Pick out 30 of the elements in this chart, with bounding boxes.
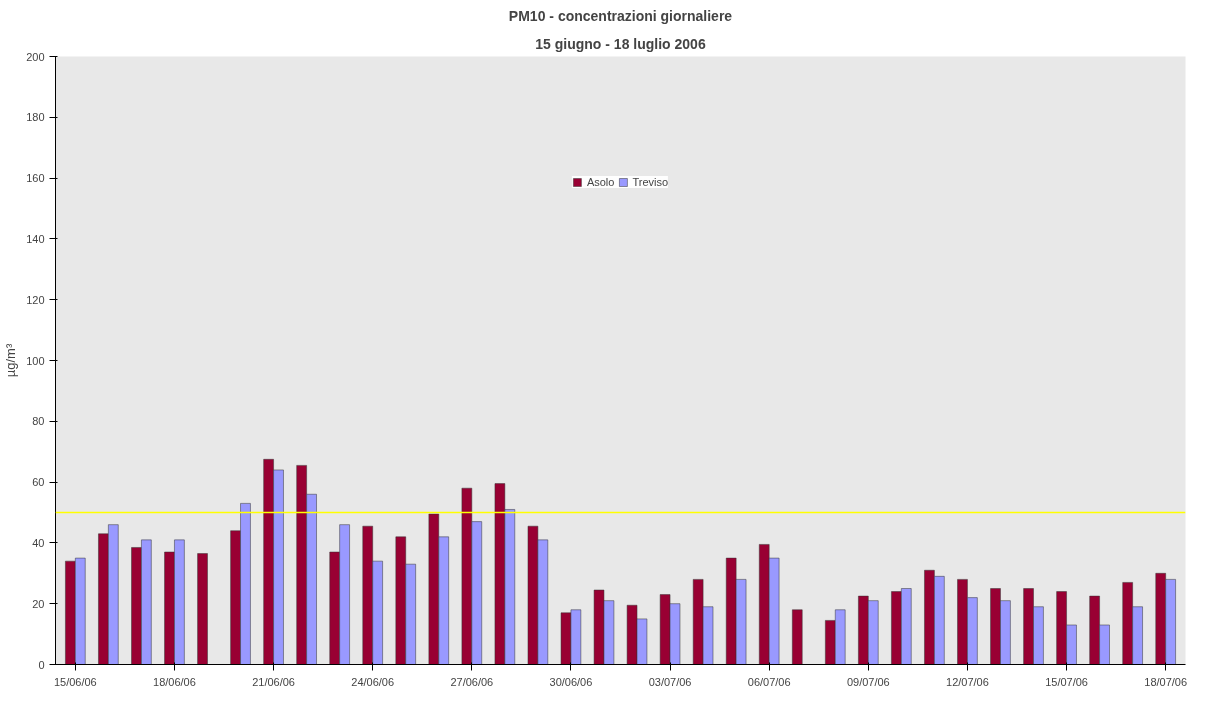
y-tick-label: 200 — [26, 50, 45, 63]
x-tick-label: 24/06/06 — [351, 675, 395, 688]
legend-label: Asolo — [586, 176, 615, 188]
y-tick-label: 0 — [38, 658, 45, 671]
x-tick-label: 15/07/06 — [1045, 675, 1088, 688]
x-tick-label: 27/06/06 — [450, 675, 494, 688]
x-tick-label: 03/07/06 — [648, 675, 692, 688]
x-tick-label: 12/07/06 — [946, 675, 989, 688]
y-tick-label: 20 — [32, 597, 45, 610]
y-tick-label: 120 — [26, 293, 45, 306]
chart-title: PM10 - concentrazioni giornaliere — [508, 7, 733, 24]
y-tick-label: 60 — [32, 476, 45, 489]
y-axis-title: µg/m³ — [3, 343, 19, 378]
x-tick-label: 18/06/06 — [153, 675, 196, 688]
legend-label: Treviso — [632, 176, 669, 188]
bar — [197, 553, 208, 665]
chart-subtitle: 15 giugno - 18 luglio 2006 — [535, 35, 706, 52]
x-tick-label: 06/07/06 — [747, 675, 791, 688]
x-tick-label: 21/06/06 — [252, 675, 295, 688]
y-tick-label: 40 — [32, 536, 45, 549]
x-tick-label: 15/06/06 — [53, 675, 97, 688]
x-tick-label: 18/07/06 — [1144, 675, 1188, 688]
y-tick-label: 140 — [26, 232, 45, 245]
y-tick-label: 100 — [26, 354, 45, 367]
y-tick-label: 180 — [26, 111, 45, 124]
y-tick-label: 160 — [26, 172, 45, 185]
x-tick-label: 30/06/06 — [549, 675, 593, 688]
x-tick-label: 09/07/06 — [846, 675, 890, 688]
y-tick-label: 80 — [32, 415, 45, 428]
bar — [792, 609, 803, 665]
